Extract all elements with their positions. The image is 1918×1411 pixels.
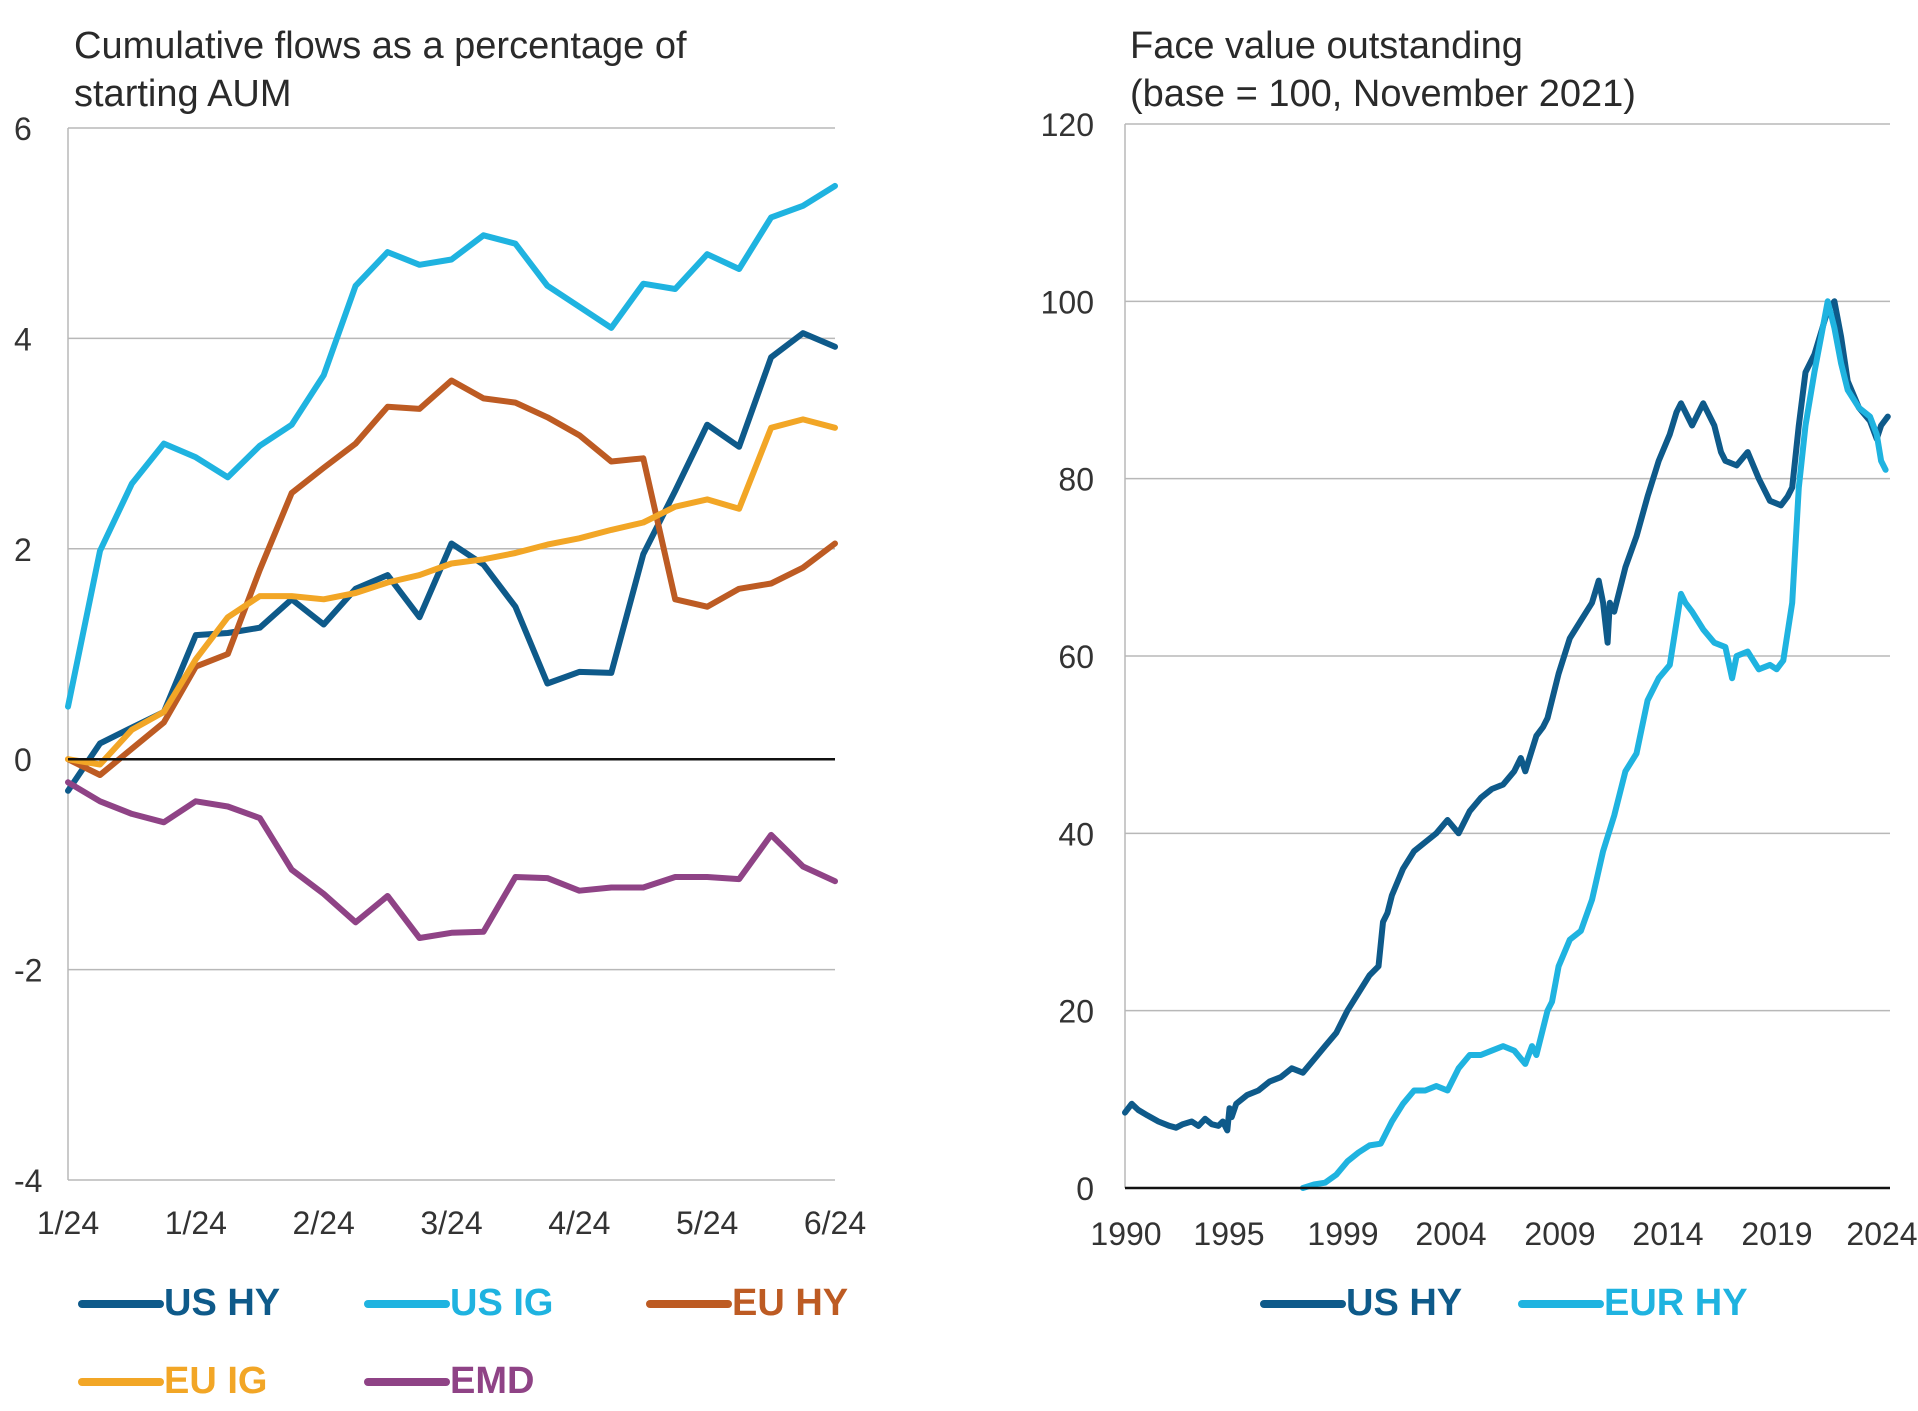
y-tick-label: -4 bbox=[14, 1163, 42, 1199]
legend-item-us-ig: US IG bbox=[364, 1282, 553, 1325]
legend-item-eu-ig: EU IG bbox=[78, 1360, 267, 1403]
x-tick-label: 3/24 bbox=[420, 1205, 482, 1241]
x-tick-label: 5/24 bbox=[676, 1205, 738, 1241]
legend-item-us-hy: US HY bbox=[78, 1282, 280, 1325]
right-chart-title-line-1: Face value outstanding bbox=[1130, 25, 1523, 67]
x-tick-label: 4/24 bbox=[548, 1205, 610, 1241]
legend-item-emd: EMD bbox=[364, 1360, 534, 1403]
x-tick-label: 2009 bbox=[1524, 1216, 1595, 1252]
legend-swatch-eu-ig bbox=[78, 1377, 164, 1386]
legend-swatch-right-eur-hy bbox=[1518, 1299, 1604, 1308]
y-tick-label: 60 bbox=[1058, 639, 1094, 675]
left-line-chart: 6 4 2 0 -2 -4 1/24 1/24 2/24 3/24 4/24 5/24 6/24 bbox=[14, 111, 866, 1241]
x-tick-label: 1/24 bbox=[165, 1205, 227, 1241]
y-tick-label: -2 bbox=[14, 953, 42, 989]
y-tick-label: 80 bbox=[1058, 462, 1094, 498]
legend-swatch-eu-hy bbox=[646, 1299, 732, 1308]
legend-item-eu-hy: EU HY bbox=[646, 1282, 848, 1325]
left-chart-title: Cumulative flows as a percentage of star… bbox=[74, 22, 687, 118]
legend-label-right-eur-hy: EUR HY bbox=[1604, 1282, 1748, 1324]
legend-swatch-us-ig bbox=[364, 1299, 450, 1308]
y-tick-label: 100 bbox=[1041, 284, 1094, 320]
series-line-us-hy bbox=[65, 330, 838, 794]
series-line-emd bbox=[65, 779, 838, 941]
legend-label-us-hy: US HY bbox=[164, 1282, 281, 1324]
series-line-us-ig bbox=[65, 182, 838, 710]
series-line-eu-hy bbox=[65, 377, 838, 778]
y-tick-label: 120 bbox=[1041, 107, 1094, 143]
legend-label-emd: EMD bbox=[450, 1360, 535, 1402]
right-chart-title: Face value outstanding (base = 100, Nove… bbox=[1130, 22, 1636, 118]
right-chart-title-line-2: (base = 100, November 2021) bbox=[1130, 73, 1636, 115]
x-tick-label: 1999 bbox=[1307, 1216, 1378, 1252]
legend-item-right-us-hy: US HY bbox=[1260, 1282, 1462, 1325]
y-tick-label: 0 bbox=[1076, 1171, 1094, 1207]
series-line-eur-hy bbox=[1299, 298, 1889, 1191]
left-chart-title-line-2: starting AUM bbox=[74, 73, 292, 115]
x-tick-label: 2014 bbox=[1632, 1216, 1703, 1252]
x-tick-label: 2004 bbox=[1415, 1216, 1486, 1252]
legend-label-eu-ig: EU IG bbox=[164, 1360, 268, 1402]
x-tick-label: 6/24 bbox=[804, 1205, 866, 1241]
y-tick-label: 0 bbox=[14, 742, 32, 778]
y-tick-label: 6 bbox=[14, 111, 32, 147]
x-tick-label: 2/24 bbox=[293, 1205, 355, 1241]
right-line-chart: 120 100 80 60 40 20 0 1990 1995 1999 2004 2009 2014 2… bbox=[1041, 107, 1918, 1252]
left-chart-title-line-1: Cumulative flows as a percentage of bbox=[74, 25, 687, 67]
x-tick-label: 1990 bbox=[1090, 1216, 1161, 1252]
y-tick-label: 2 bbox=[14, 532, 32, 568]
x-tick-label: 2024 bbox=[1846, 1216, 1917, 1252]
legend-label-us-ig: US IG bbox=[450, 1282, 554, 1324]
series-line-us-hy bbox=[1122, 298, 1891, 1134]
y-tick-label: 20 bbox=[1058, 994, 1094, 1030]
legend-item-right-eur-hy: EUR HY bbox=[1518, 1282, 1748, 1325]
x-tick-label: 1995 bbox=[1193, 1216, 1264, 1252]
legend-swatch-emd bbox=[364, 1377, 450, 1386]
legend-swatch-right-us-hy bbox=[1260, 1299, 1346, 1308]
legend-label-eu-hy: EU HY bbox=[732, 1282, 849, 1324]
x-tick-label: 1/24 bbox=[37, 1205, 99, 1241]
y-tick-label: 4 bbox=[14, 321, 32, 357]
series-line-eu-ig bbox=[65, 416, 838, 768]
legend-swatch-us-hy bbox=[78, 1299, 164, 1308]
y-tick-label: 40 bbox=[1058, 816, 1094, 852]
legend-label-right-us-hy: US HY bbox=[1346, 1282, 1463, 1324]
x-tick-label: 2019 bbox=[1741, 1216, 1812, 1252]
